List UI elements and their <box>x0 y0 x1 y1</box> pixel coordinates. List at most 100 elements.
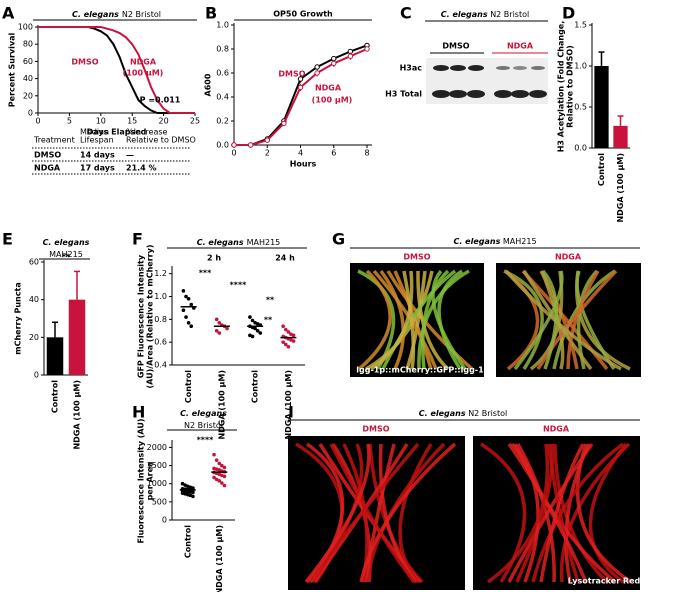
panel-title: C. elegans N2 Bristol <box>441 10 529 19</box>
x-tick-label: 5 <box>67 117 72 126</box>
series-line <box>38 26 195 114</box>
y-tick-label: 0.8 <box>216 45 229 54</box>
worm <box>531 442 625 583</box>
point <box>291 339 296 343</box>
worm <box>365 270 434 371</box>
worm <box>370 270 414 371</box>
point <box>222 483 227 488</box>
y-tick-label: 40 <box>29 295 39 304</box>
x-tick-label: NDGA (100 µM) <box>215 525 224 592</box>
point <box>214 317 219 322</box>
worm <box>503 269 544 370</box>
y-axis-label: H3 Acetylation (Fold Change, <box>557 21 566 153</box>
y-axis-label: (AU)/Area (Relative to mCherry) <box>146 245 155 389</box>
point <box>286 344 291 349</box>
y-axis-label: A600 <box>204 73 213 96</box>
point <box>281 120 287 127</box>
table-cell: — <box>126 151 134 160</box>
point <box>286 330 291 334</box>
point <box>220 481 224 485</box>
table-cell: 17 days <box>80 164 115 173</box>
table-cell: 14 days <box>80 151 115 160</box>
point <box>191 490 195 495</box>
point <box>217 479 222 483</box>
annotation: ** <box>62 253 71 262</box>
point <box>314 70 320 76</box>
point <box>247 142 254 148</box>
x-axis-label: Days Elapsed <box>87 128 147 137</box>
worm <box>552 269 616 370</box>
point <box>181 308 186 313</box>
point <box>217 320 222 325</box>
point <box>186 297 191 301</box>
worm <box>357 269 392 371</box>
y-tick-label: 1.0 <box>154 292 167 301</box>
worm <box>420 269 450 370</box>
point <box>217 331 222 335</box>
worm <box>588 442 628 584</box>
annotation: *** <box>199 269 212 278</box>
image-caption: Lysotracker Red <box>568 577 641 586</box>
worm <box>553 443 609 584</box>
panel-title: OP50 Growth <box>273 10 333 19</box>
x-tick-label: Control <box>184 370 193 403</box>
annotation: (100 µM) <box>312 96 353 105</box>
worm <box>566 270 600 370</box>
point <box>212 452 216 457</box>
species: C. elegans <box>441 10 488 19</box>
x-tick-label: NDGA (100 µM) <box>616 153 625 223</box>
image-label: NDGA <box>543 425 570 434</box>
point <box>283 342 288 347</box>
worm <box>513 270 564 371</box>
bands <box>432 65 547 98</box>
point <box>231 142 237 148</box>
table-header: Lifespan <box>80 136 114 145</box>
point <box>281 340 285 344</box>
bar <box>46 337 64 375</box>
annotation: ** <box>264 316 273 325</box>
panel-letter: D <box>562 4 575 23</box>
strain: N2 Bristol <box>122 10 161 19</box>
strain: MAH215 <box>503 237 537 246</box>
panel-title: C. elegans N2 Bristol <box>72 10 161 19</box>
point <box>212 475 216 480</box>
x-tick-label: Control <box>51 380 60 413</box>
row-label: H3 Total <box>385 90 422 99</box>
y-tick-label: 0.4 <box>216 93 229 102</box>
species: C. elegans <box>72 10 119 19</box>
point <box>297 76 304 82</box>
y-tick-label: 0.2 <box>216 117 229 126</box>
worm <box>522 270 593 371</box>
panel-letter: F <box>132 230 143 249</box>
annotation: NDGA <box>130 58 157 67</box>
panel-letter: H <box>132 403 145 422</box>
y-tick-label: 0.6 <box>216 69 229 78</box>
worm <box>306 442 420 584</box>
annotation: ** <box>266 296 275 305</box>
point <box>225 326 229 331</box>
x-tick-label: 15 <box>127 117 137 126</box>
lane-label: DMSO <box>442 42 469 51</box>
point <box>248 315 252 319</box>
x-axis-label: Hours <box>290 160 317 169</box>
panel-letter: G <box>332 230 345 249</box>
y-axis-label: mCherry Puncta <box>14 282 23 354</box>
x-tick-label: 10 <box>96 117 106 126</box>
strain: MAH215 <box>49 250 83 259</box>
y-tick-label: 1.2 <box>154 269 167 278</box>
panel-letter: I <box>288 403 294 422</box>
worm <box>363 443 396 583</box>
point <box>222 474 227 479</box>
table-header: Treatment <box>33 136 75 145</box>
y-tick-label: 1000 <box>147 479 167 488</box>
y-tick-label: 0.5 <box>574 103 587 112</box>
bar <box>68 299 86 375</box>
point <box>255 328 260 333</box>
point <box>364 46 370 52</box>
image-label: DMSO <box>362 425 389 434</box>
y-tick-label: 20 <box>29 333 39 342</box>
annotation: (100 µM) <box>123 69 164 78</box>
point <box>264 137 270 143</box>
y-tick-label: 0.0 <box>216 141 229 150</box>
table-cell: DMSO <box>34 151 61 160</box>
